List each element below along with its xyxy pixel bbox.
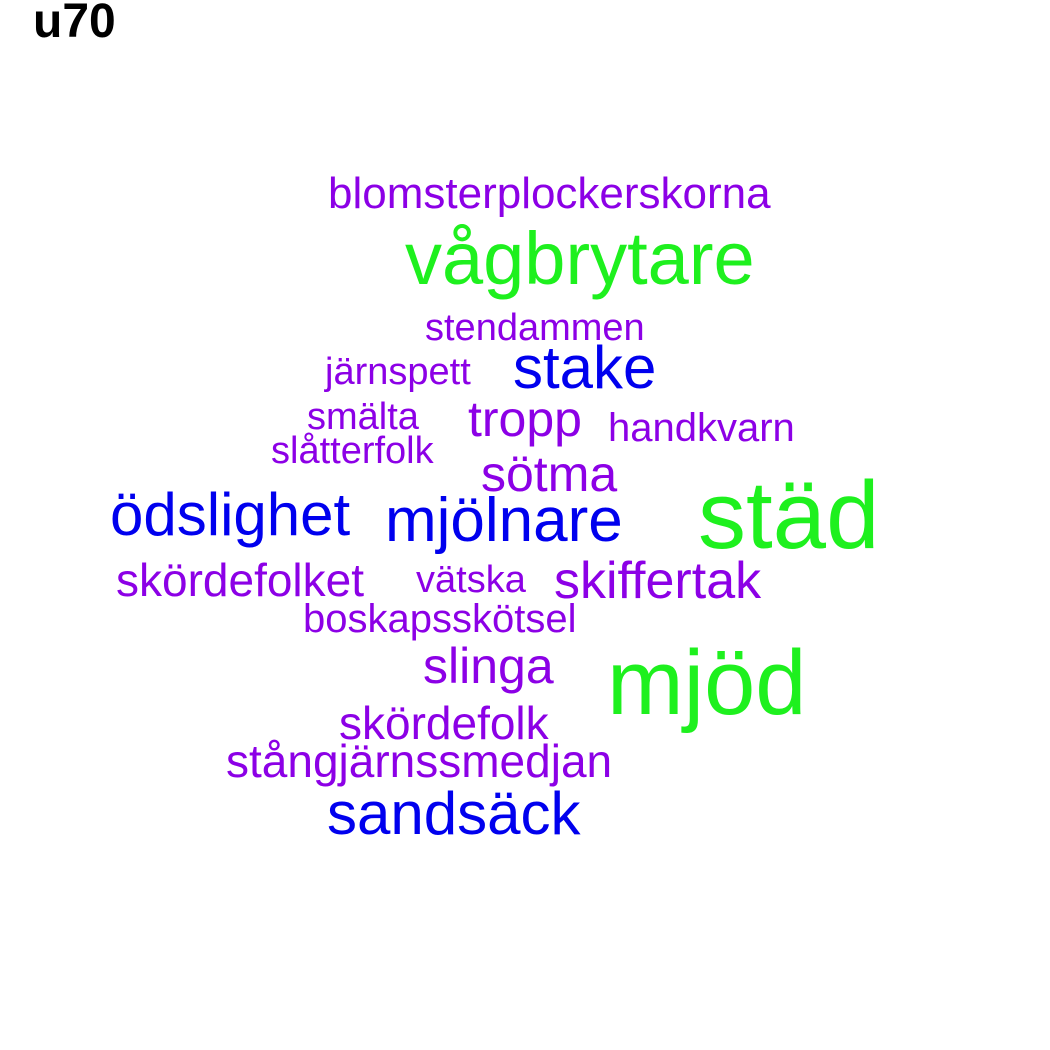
- word-skordefolket: skördefolket: [116, 554, 365, 606]
- word-slatterfolk: slåtterfolk: [271, 430, 434, 472]
- word-vagbrytare: vågbrytare: [405, 217, 755, 300]
- word-tropp: tropp: [468, 391, 582, 447]
- word-vatska: vätska: [416, 559, 526, 601]
- word-slinga: slinga: [423, 638, 554, 694]
- word-boskapsskotsel: boskapsskötsel: [303, 597, 577, 641]
- word-skordefolk: skördefolk: [339, 697, 549, 749]
- word-odslighet: ödslighet: [110, 481, 351, 548]
- word-sandsack: sandsäck: [327, 780, 581, 847]
- word-jarnspett: järnspett: [325, 351, 471, 393]
- word-handkvarn: handkvarn: [608, 406, 795, 450]
- word-stake: stake: [513, 334, 657, 401]
- word-stad: städ: [698, 462, 880, 569]
- word-blomsterplockerskorna: blomsterplockerskorna: [328, 169, 771, 218]
- word-sotma: sötma: [481, 446, 618, 502]
- word-smalta: smälta: [307, 396, 419, 438]
- plot-title: u70: [33, 0, 116, 48]
- word-skiffertak: skiffertak: [554, 552, 762, 610]
- word-stendammen: stendammen: [425, 307, 645, 349]
- word-mjolnare: mjölnare: [385, 486, 623, 555]
- word-mjod: mjöd: [607, 632, 807, 734]
- word-stangjarnssmedjan: stångjärnssmedjan: [226, 735, 613, 787]
